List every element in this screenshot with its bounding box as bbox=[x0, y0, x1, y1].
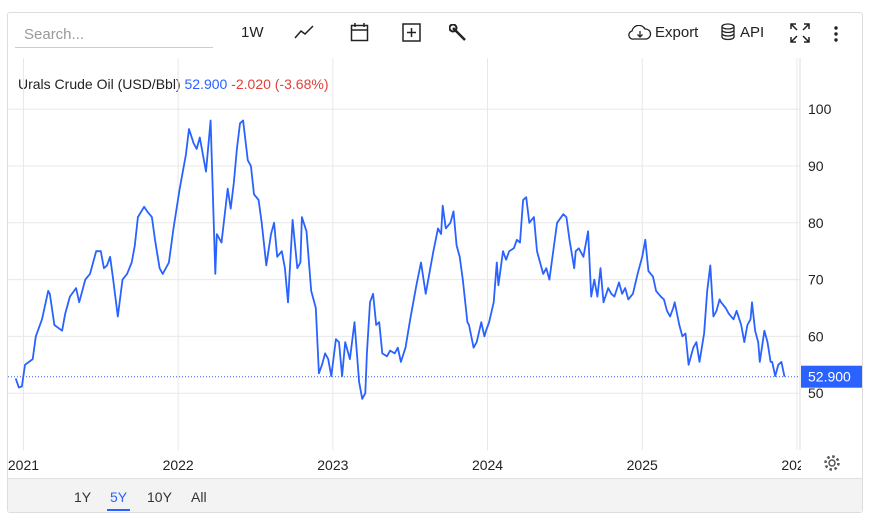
last-price-box bbox=[801, 365, 862, 388]
chart-type-icon[interactable] bbox=[294, 24, 314, 40]
change-pct: (-3.68%) bbox=[275, 76, 329, 92]
x-tick-label: 2021 bbox=[8, 457, 39, 473]
add-indicator-icon[interactable] bbox=[402, 23, 422, 43]
x-tick-label: 2025 bbox=[627, 457, 658, 473]
api-icon[interactable] bbox=[721, 23, 737, 41]
range-tab[interactable]: 10Y bbox=[147, 489, 172, 505]
x-tick-label: 2026 bbox=[781, 457, 812, 473]
last-price: 52.900 bbox=[184, 76, 227, 92]
export-icon[interactable] bbox=[628, 25, 652, 41]
change: -2.020 bbox=[231, 76, 271, 92]
y-tick-label: 50 bbox=[808, 385, 824, 401]
y-tick-label: 70 bbox=[808, 272, 824, 288]
interval-button[interactable]: 1W bbox=[241, 24, 264, 41]
y-tick-label: 80 bbox=[808, 215, 824, 231]
x-tick-label: 2022 bbox=[163, 457, 194, 473]
range-tab[interactable]: 5Y bbox=[107, 489, 131, 511]
menu-icon[interactable] bbox=[833, 25, 839, 43]
range-tab[interactable]: All bbox=[191, 489, 207, 505]
range-tabs: 1Y 5Y 10Y All bbox=[8, 478, 862, 512]
title: Urals Crude Oil (USD/Bbl) bbox=[18, 76, 181, 92]
x-tick-label: 2023 bbox=[317, 457, 348, 473]
price-line bbox=[14, 119, 786, 400]
x-tick-label: 2024 bbox=[472, 457, 503, 473]
fullscreen-icon[interactable] bbox=[790, 23, 810, 43]
range-tab[interactable]: 1Y bbox=[74, 489, 92, 505]
chart: Urals Crude Oil (USD/Bbl) 52.900 -2.020 … bbox=[8, 58, 862, 473]
chart-title: Urals Crude Oil (USD/Bbl) 52.900 -2.020 … bbox=[18, 76, 328, 92]
calendar-icon[interactable] bbox=[350, 22, 370, 42]
settings-icon[interactable] bbox=[824, 455, 840, 471]
y-tick-label: 60 bbox=[808, 328, 824, 344]
tools-icon[interactable] bbox=[449, 24, 467, 42]
widget-frame bbox=[7, 12, 863, 513]
last-price-label: 52.900 bbox=[808, 369, 851, 385]
search-input[interactable]: Search... bbox=[15, 22, 213, 48]
y-tick-label: 90 bbox=[808, 158, 824, 174]
y-tick-label: 100 bbox=[808, 101, 832, 117]
export-button[interactable]: Export bbox=[655, 24, 699, 41]
api-button[interactable]: API bbox=[740, 24, 765, 41]
